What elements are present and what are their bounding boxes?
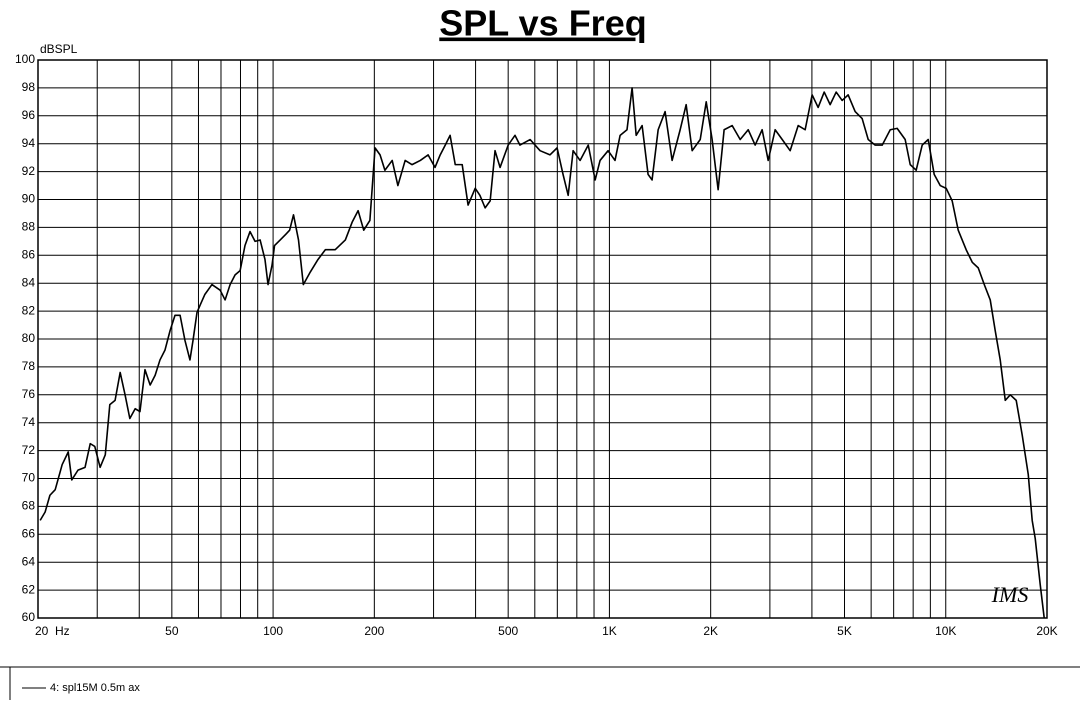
legend-label: 4: spl15M 0.5m ax (50, 682, 140, 694)
x-tick-label: 20K (1036, 624, 1057, 638)
y-tick-label: 66 (22, 526, 36, 540)
chart-title: SPL vs Freq (439, 3, 646, 44)
plot-frame (37, 59, 1048, 619)
x-tick-label: 200 (364, 624, 384, 638)
y-tick-label: 94 (22, 136, 36, 150)
y-tick-label: 84 (22, 275, 36, 289)
y-tick-label: 98 (22, 80, 36, 94)
y-tick-label: 86 (22, 247, 36, 261)
x-tick-label: 50 (165, 624, 179, 638)
x-tick-label: 1K (602, 624, 617, 638)
annotation: IMS (991, 582, 1029, 607)
data-line (39, 87, 1045, 619)
y-tick-label: 68 (22, 499, 36, 513)
x-tick-label: 100 (263, 624, 283, 638)
x-tick-label: 500 (498, 624, 518, 638)
y-tick-label: 60 (22, 610, 36, 624)
y-tick-label: 72 (22, 443, 36, 457)
y-tick-label: 64 (22, 554, 36, 568)
y-tick-label: 82 (22, 303, 36, 317)
y-tick-label: 62 (22, 582, 36, 596)
x-tick-label: 5K (837, 624, 852, 638)
y-axis-label: dBSPL (40, 42, 78, 56)
y-tick-label: 100 (15, 52, 35, 66)
x-tick-label: 10K (935, 624, 956, 638)
x-tick-label: 2K (703, 624, 718, 638)
y-tick-label: 92 (22, 164, 36, 178)
y-tick-label: 70 (22, 471, 36, 485)
y-tick-label: 78 (22, 359, 36, 373)
y-tick-label: 76 (22, 387, 36, 401)
y-tick-label: 96 (22, 108, 36, 122)
y-tick-label: 90 (22, 192, 36, 206)
y-tick-label: 80 (22, 331, 36, 345)
x-tick-label: 20 Hz (35, 624, 70, 638)
y-tick-label: 74 (22, 415, 36, 429)
y-tick-label: 88 (22, 220, 36, 234)
